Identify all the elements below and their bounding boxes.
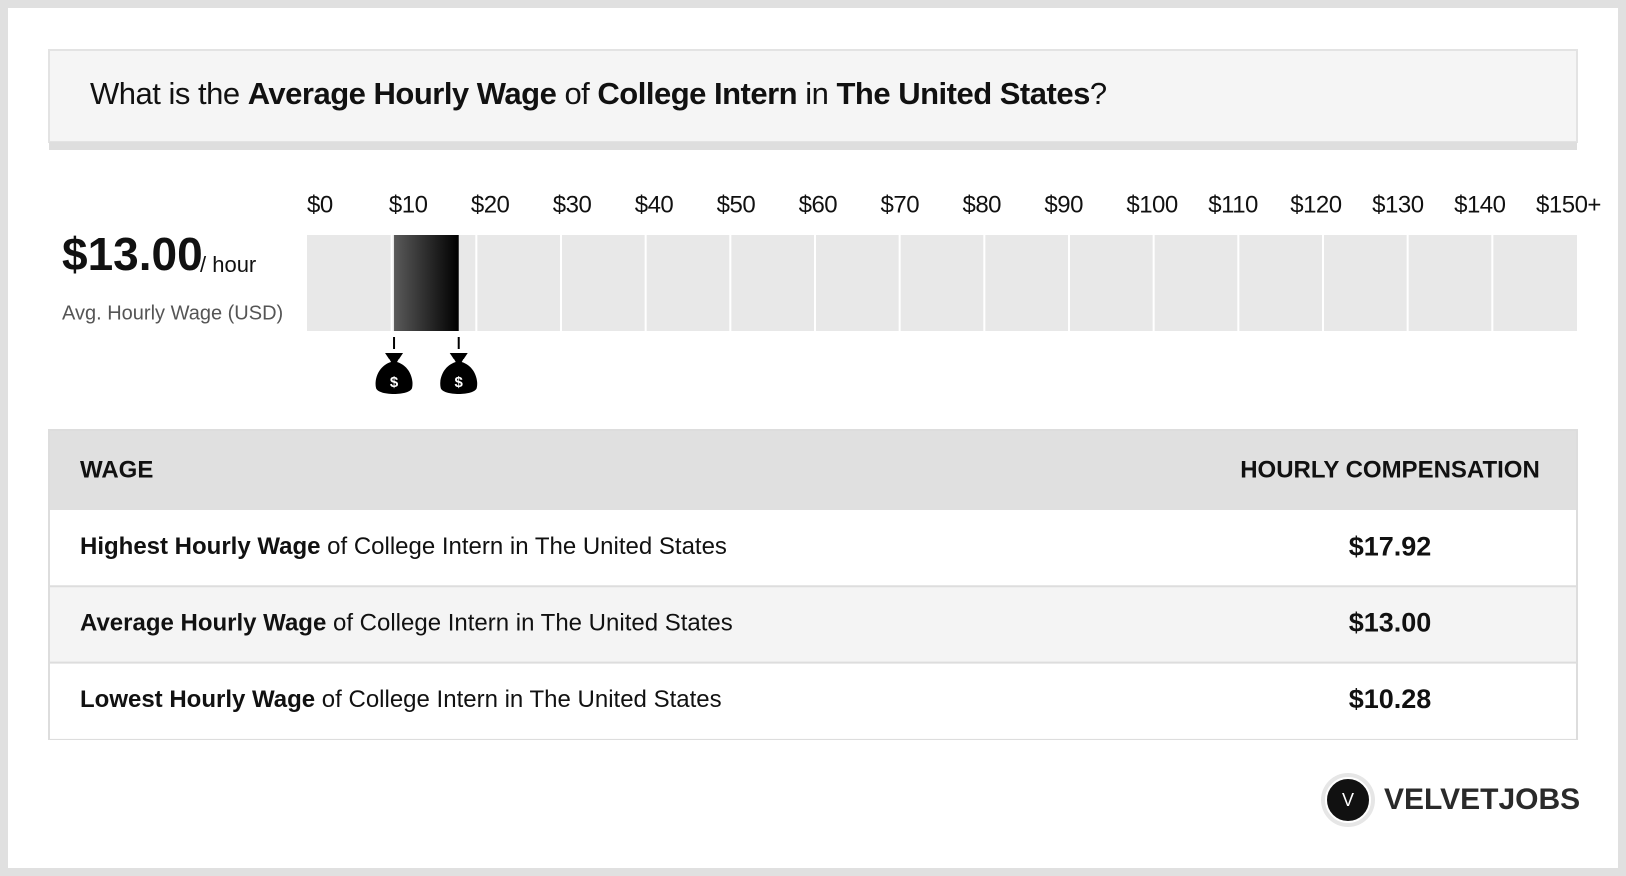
title-segment: ? [1090, 76, 1107, 111]
money-bag-symbol: $ [390, 374, 399, 391]
tick-label: $90 [1044, 191, 1083, 218]
header-box [48, 49, 1578, 143]
money-bag-symbol: $ [455, 374, 464, 391]
summary-unit: / hour [200, 252, 256, 277]
tick-label: $50 [717, 191, 756, 218]
title: What is the Average Hourly Wage of Colle… [90, 76, 1107, 111]
table-border [48, 429, 1578, 740]
logo-letter: V [1342, 790, 1354, 810]
title-segment: of [556, 76, 597, 111]
row-value: $13.00 [1349, 608, 1432, 638]
tick-label: $80 [962, 191, 1001, 218]
tick-label: $130 [1372, 191, 1424, 218]
row-label: Average Hourly Wage of College Intern in… [80, 610, 733, 637]
range-marker: $ [440, 337, 478, 394]
column-header: HOURLY COMPENSATION [1240, 456, 1540, 483]
tick-label: $0 [307, 191, 333, 218]
row-label-segment: of College Intern in The United States [315, 686, 721, 713]
summary-caption: Avg. Hourly Wage (USD) [62, 302, 283, 324]
row-label: Lowest Hourly Wage of College Intern in … [80, 686, 722, 713]
scale: $0 $10 $20 $30 $40 $50 $60 $70 $80 $90 $100 $110 $12… [307, 191, 1601, 394]
tick-label: $30 [553, 191, 592, 218]
table-row [50, 662, 1576, 739]
row-label-segment: of College Intern in The United States [320, 533, 726, 560]
row-label-segment: Lowest Hourly Wage [80, 686, 315, 713]
tick-label: $100 [1126, 191, 1178, 218]
money-bag [440, 355, 478, 394]
title-segment: The United States [836, 76, 1089, 111]
money-bag-tie [385, 353, 404, 359]
row-label-segment: of College Intern in The United States [326, 610, 732, 637]
row-value: $17.92 [1349, 531, 1432, 561]
summary-value: $13.00 [62, 228, 203, 280]
row-label-segment: Highest Hourly Wage [80, 533, 320, 560]
row-value: $10.28 [1349, 684, 1432, 714]
tick-label: $150+ [1536, 191, 1601, 218]
row-label-segment: Average Hourly Wage [80, 610, 326, 637]
table-row [50, 510, 1576, 587]
range-marker: $ [375, 337, 413, 394]
tick-label: $10 [389, 191, 428, 218]
money-bag [375, 355, 413, 394]
logo-text: VELVETJOBS [1384, 783, 1580, 816]
row-label: Highest Hourly Wage of College Intern in… [80, 533, 727, 560]
money-bag-tie [449, 353, 468, 359]
header-rule [49, 142, 1577, 150]
tick-label: $140 [1454, 191, 1506, 218]
title-segment: Average Hourly Wage [248, 76, 557, 111]
title-segment: in [797, 76, 836, 111]
logo-badge [1325, 777, 1371, 823]
tick-label: $110 [1208, 191, 1258, 218]
tick-label: $70 [881, 191, 920, 218]
tick-label: $120 [1290, 191, 1342, 218]
table-header [49, 430, 1577, 510]
tick-label: $40 [635, 191, 674, 218]
tick-label: $60 [799, 191, 838, 218]
tick-label: $20 [471, 191, 510, 218]
table-body: Highest Hourly Wage of College Intern in… [49, 510, 1577, 739]
scale-track [307, 235, 1577, 331]
title-segment: What is the [90, 76, 248, 111]
column-header: WAGE [80, 456, 153, 483]
table-row [50, 586, 1576, 663]
range-bar [394, 235, 459, 331]
title-segment: College Intern [597, 76, 797, 111]
